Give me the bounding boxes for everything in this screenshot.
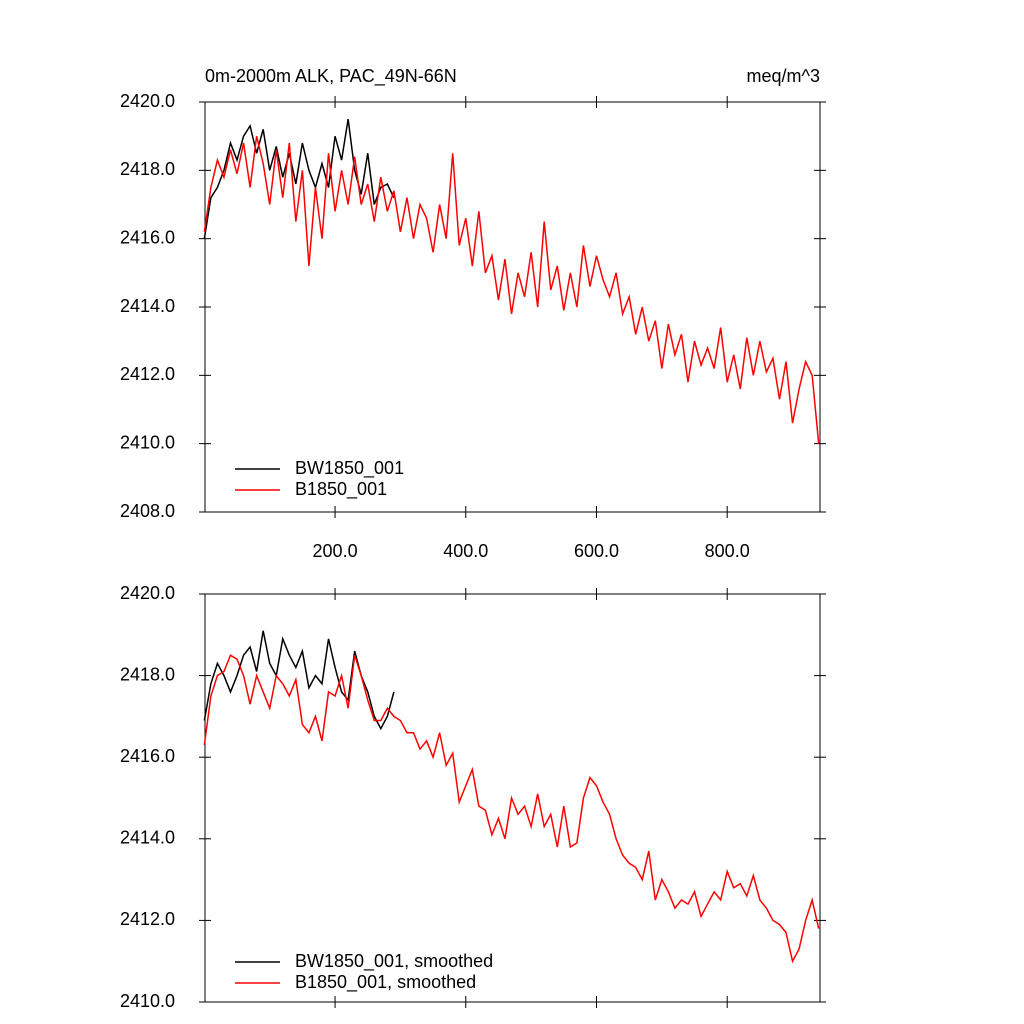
y-tick-label: 2410.0 [120, 432, 175, 452]
plot-frame [204, 593, 821, 1003]
y-tick-label: 2412.0 [120, 364, 175, 384]
y-tick-label: 2414.0 [120, 828, 175, 848]
data-line [203, 630, 395, 731]
y-tick-label: 2416.0 [120, 746, 175, 766]
y-tick-label: 2420.0 [120, 583, 175, 603]
units-label: meq/m^3 [747, 66, 820, 86]
y-tick-label: 2420.0 [120, 91, 175, 111]
y-tick-label: 2416.0 [120, 227, 175, 247]
y-tick-label: 2408.0 [120, 501, 175, 521]
y-tick-label: 2410.0 [120, 991, 175, 1011]
x-tick-label: 800.0 [705, 541, 750, 561]
x-tick-label: 400.0 [443, 541, 488, 561]
x-tick-label: 600.0 [574, 541, 619, 561]
legend-label: BW1850_001, smoothed [295, 951, 493, 972]
legend-label: B1850_001 [295, 479, 387, 500]
y-tick-label: 2412.0 [120, 909, 175, 929]
chart-title: 0m-2000m ALK, PAC_49N-66N [205, 66, 457, 87]
data-line [203, 118, 395, 239]
legend-label: BW1850_001 [295, 458, 404, 479]
x-tick-label: 200.0 [313, 541, 358, 561]
data-line [203, 135, 820, 444]
data-line [203, 654, 820, 964]
y-tick-label: 2418.0 [120, 159, 175, 179]
legend-label: B1850_001, smoothed [295, 972, 476, 993]
y-tick-label: 2414.0 [120, 296, 175, 316]
y-tick-label: 2418.0 [120, 664, 175, 684]
